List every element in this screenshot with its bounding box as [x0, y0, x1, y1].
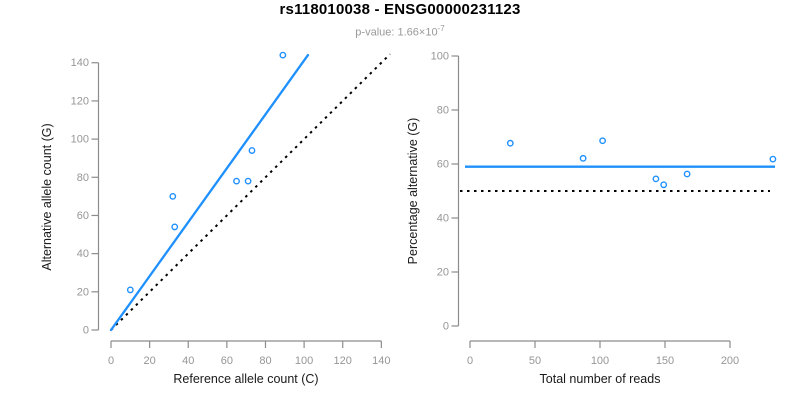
left-x-axis-label: Reference allele count (C)	[173, 372, 318, 386]
left-data-point	[126, 286, 134, 294]
right-y-tick-label: 60	[437, 159, 449, 171]
left-y-tick-label: 40	[77, 248, 89, 260]
figure-subtitle: p-value: 1.66×10-7	[0, 24, 800, 39]
left-y-tick-label: 80	[77, 172, 89, 184]
right-data-point	[599, 137, 606, 145]
right-x-tick-label: 150	[656, 355, 674, 367]
right-y-tick-label: 80	[437, 105, 449, 117]
left-y-tick-label: 60	[77, 210, 89, 222]
left-x-tick-label: 20	[143, 355, 155, 367]
left-data-point	[279, 51, 287, 59]
right-x-tick-label: 100	[591, 355, 609, 367]
right-y-tick-label: 100	[431, 51, 449, 63]
left-y-tick-label: 120	[71, 95, 89, 107]
figure-title: rs118010038 - ENSG00000231123	[279, 1, 521, 18]
left-x-tick-label: 80	[259, 355, 271, 367]
left-x-tick-label: 40	[182, 355, 194, 367]
right-data-point	[506, 139, 514, 147]
left-x-tick-label: 0	[108, 355, 114, 367]
left-x-tick-label: 60	[221, 355, 233, 367]
left-data-point	[233, 177, 240, 185]
left-y-axis-label: Alternative allele count (G)	[40, 123, 54, 270]
pvalue-label: p-value: 1.66×10	[355, 26, 438, 39]
right-y-tick-label: 40	[437, 213, 449, 225]
left-data-point	[244, 177, 252, 185]
right-data-point	[579, 154, 587, 162]
left-y-tick-label: 140	[71, 57, 89, 69]
right-data-point	[769, 155, 777, 163]
right-x-tick-label: 50	[529, 355, 541, 367]
left-data-point	[171, 223, 179, 231]
pvalue-exponent: -7	[437, 24, 445, 33]
left-y-tick-label: 100	[71, 134, 89, 146]
right-data-point	[652, 175, 660, 183]
right-data-point	[683, 170, 691, 178]
right-y-tick-label: 20	[437, 267, 449, 279]
left-identity-line	[110, 53, 391, 331]
right-x-tick-label: 200	[721, 355, 739, 367]
left-x-tick-label: 140	[372, 355, 390, 367]
right-y-tick-label: 0	[443, 321, 449, 333]
left-y-tick-label: 20	[77, 286, 89, 298]
left-x-tick-label: 120	[334, 355, 352, 367]
left-data-point	[169, 192, 177, 200]
right-y-axis-label: Percentage alternative (G)	[406, 118, 420, 265]
right-data-point	[660, 181, 668, 189]
right-x-tick-label: 0	[467, 355, 473, 367]
left-y-tick-label: 0	[83, 325, 89, 337]
left-data-point	[248, 147, 256, 154]
left-fit-line	[109, 53, 310, 332]
left-x-tick-label: 100	[295, 355, 313, 367]
right-x-axis-label: Total number of reads	[540, 372, 661, 386]
